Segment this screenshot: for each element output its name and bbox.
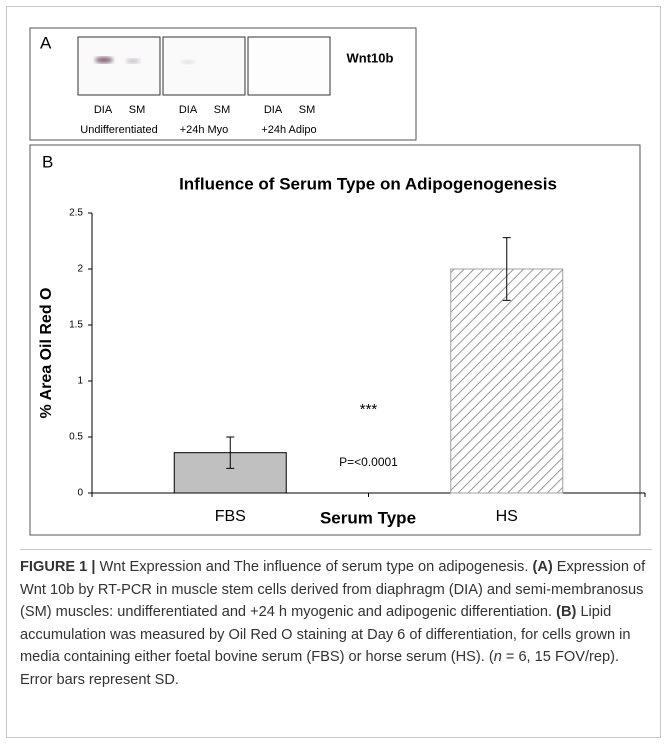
- lane-label: SM: [129, 104, 146, 116]
- y-tick-label: 1.5: [69, 320, 83, 331]
- group-label: Undifferentiated: [80, 124, 157, 136]
- caption-text: Wnt Expression and The influence of seru…: [95, 559, 532, 575]
- chart-title: Influence of Serum Type on Adipogenogene…: [179, 174, 557, 193]
- y-tick-label: 1: [77, 376, 83, 387]
- caption-text: n: [494, 649, 502, 665]
- panel-label: B: [42, 152, 53, 171]
- lane-label: SM: [214, 104, 231, 116]
- y-tick-label: 0.5: [69, 432, 83, 443]
- y-tick-label: 2: [77, 264, 83, 275]
- y-tick-label: 2.5: [69, 208, 83, 219]
- lane-label: DIA: [94, 104, 113, 116]
- gel: [78, 37, 330, 95]
- lane-label: DIA: [264, 104, 283, 116]
- group-label: +24h Adipo: [261, 124, 316, 136]
- lane-label: SM: [299, 104, 316, 116]
- y-axis-label: % Area Oil Red O: [38, 288, 55, 419]
- x-axis-label: Serum Type: [320, 508, 416, 527]
- annotation: P=<0.0001: [339, 455, 398, 469]
- figure: A Wnt10b B Influence of Serum Type on Ad…: [0, 0, 667, 545]
- bar: [451, 269, 563, 493]
- panel-label: A: [40, 33, 52, 52]
- annotation: ***: [360, 401, 378, 418]
- caption: FIGURE 1 | Wnt Expression and The influe…: [20, 549, 652, 691]
- x-tick-label: FBS: [215, 508, 246, 525]
- caption-label: (B): [556, 604, 576, 620]
- caption-label: (A): [532, 559, 552, 575]
- group-label: +24h Myo: [180, 124, 229, 136]
- lane-label: DIA: [179, 104, 198, 116]
- gene-label: Wnt10b: [347, 50, 394, 65]
- x-tick-label: HS: [496, 508, 518, 525]
- caption-label: FIGURE 1 |: [20, 559, 95, 575]
- y-tick-label: 0: [77, 488, 83, 499]
